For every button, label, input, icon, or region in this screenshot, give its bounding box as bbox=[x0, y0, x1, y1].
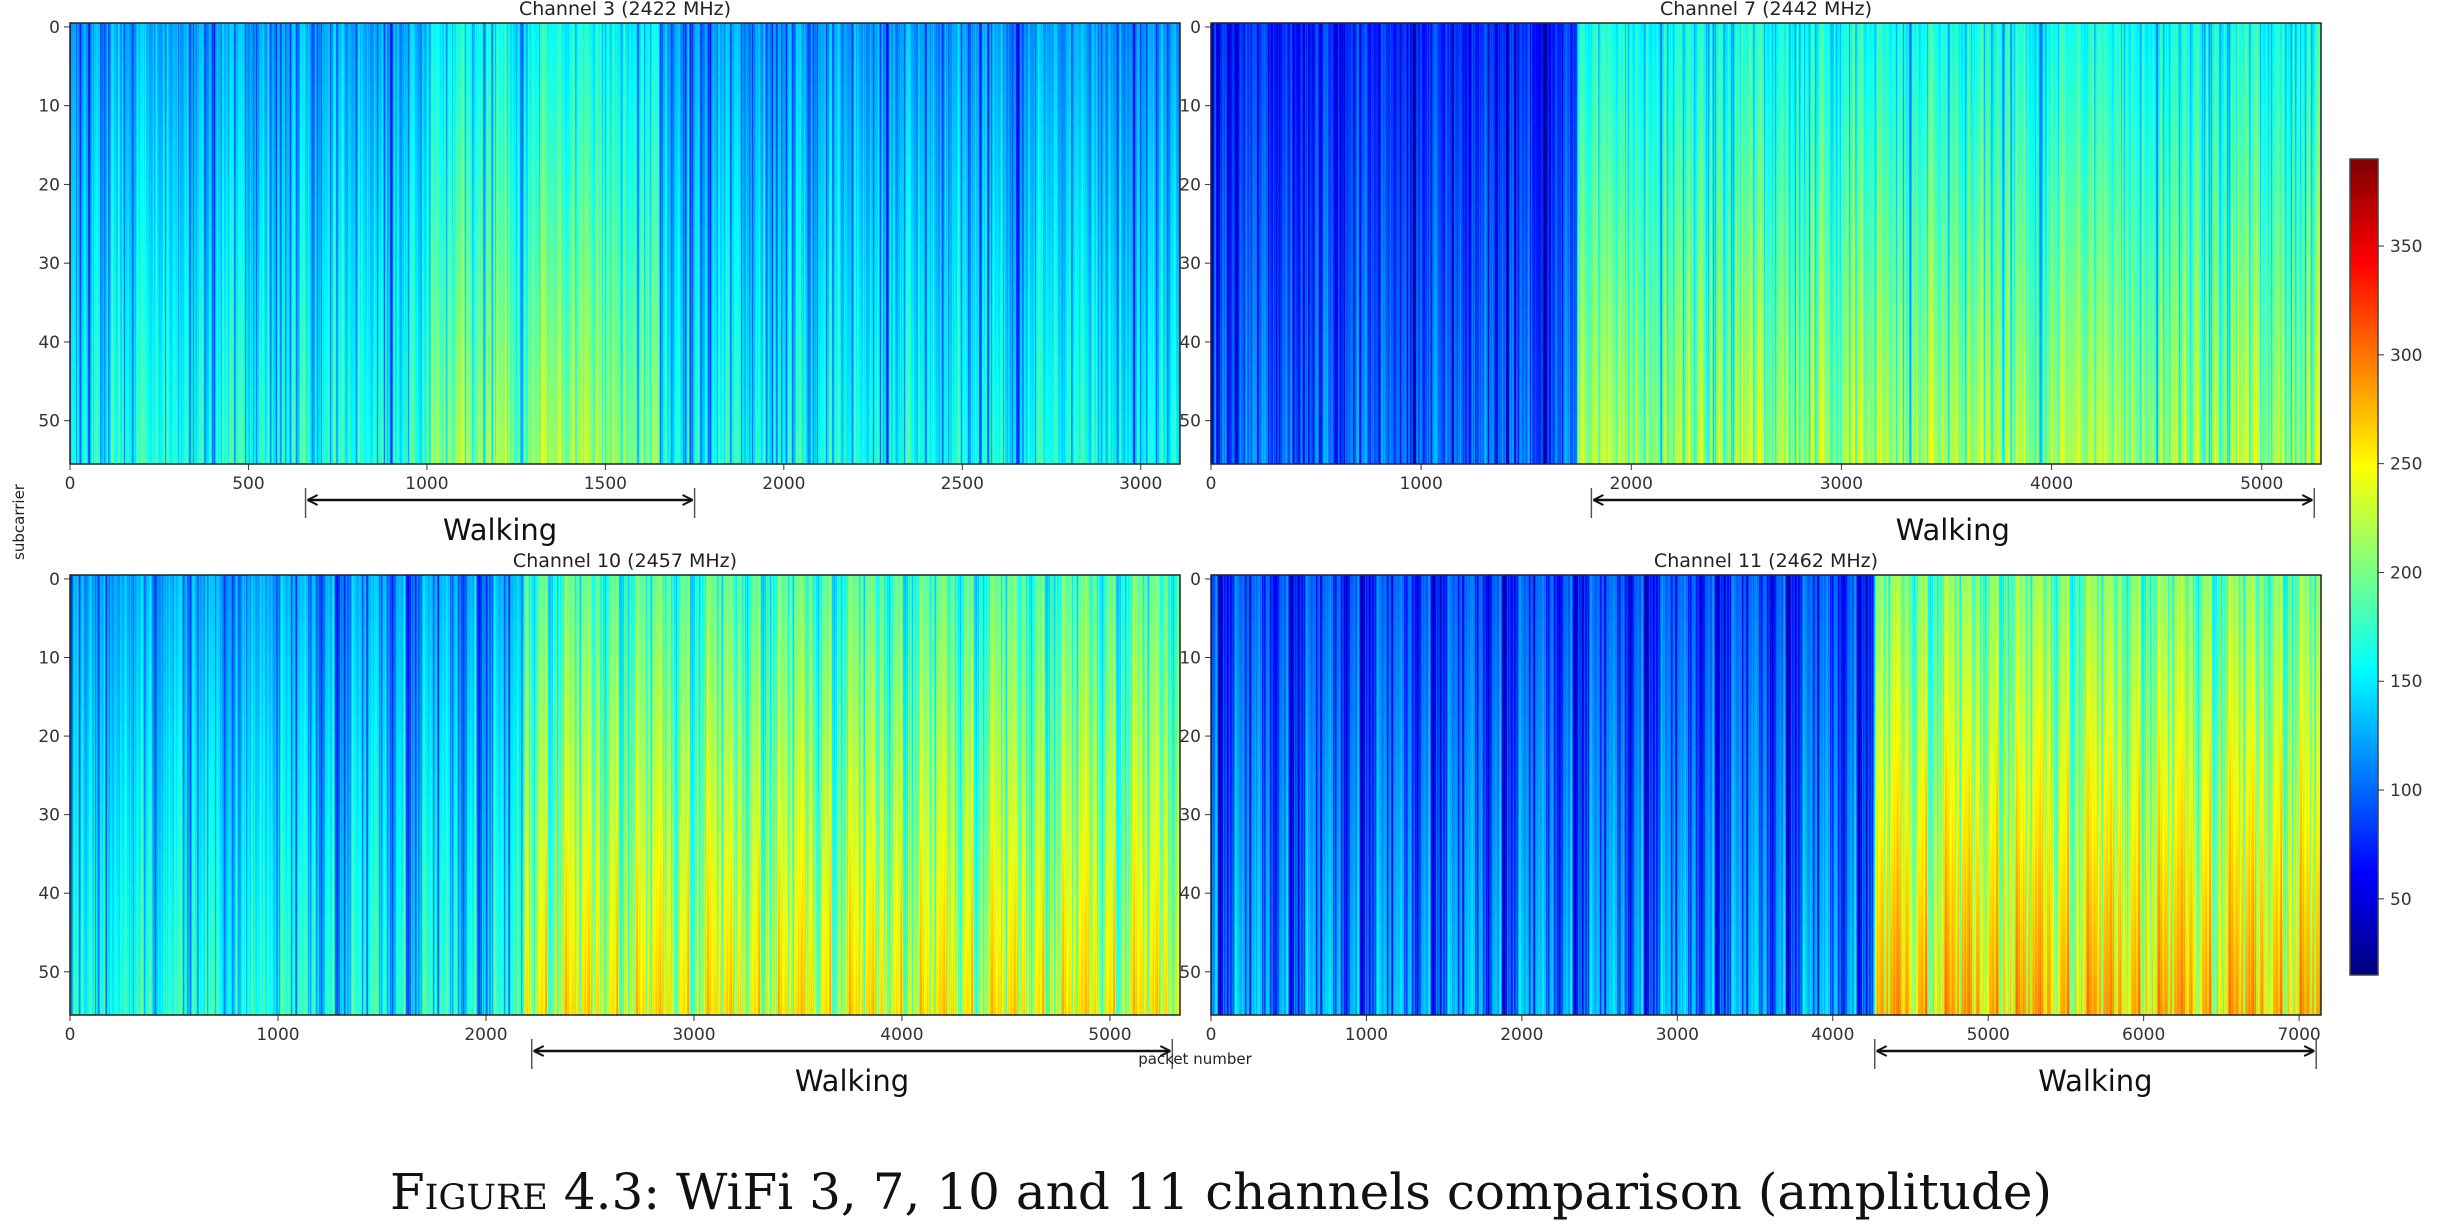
x-tick-label: 3000 bbox=[1119, 474, 1162, 494]
y-tick-label: 0 bbox=[1190, 18, 1201, 38]
heatmap-channel-7 bbox=[1211, 23, 2321, 464]
heatmap-channel-10 bbox=[70, 575, 1180, 1015]
walking-label: Walking bbox=[795, 1064, 909, 1098]
colorbar bbox=[2350, 159, 2378, 975]
y-tick-label: 30 bbox=[1179, 806, 1201, 826]
heatmap-channel-11 bbox=[1211, 575, 2321, 1015]
x-tick-label: 1000 bbox=[1400, 474, 1443, 494]
x-tick-label: 5000 bbox=[1967, 1025, 2010, 1045]
x-tick-label: 2500 bbox=[941, 474, 984, 494]
y-tick-label: 40 bbox=[1179, 333, 1201, 353]
x-tick-label: 5000 bbox=[2240, 474, 2283, 494]
colorbar-tick-label: 50 bbox=[2390, 890, 2412, 910]
plot-frame bbox=[1210, 22, 2322, 465]
x-tick-label: 0 bbox=[1206, 474, 1217, 494]
x-tick-label: 4000 bbox=[880, 1025, 923, 1045]
colorbar-tick-label: 200 bbox=[2390, 563, 2422, 583]
x-tick-label: 7000 bbox=[2277, 1025, 2320, 1045]
arrowhead-icon bbox=[1592, 494, 2313, 506]
x-tick-label: 0 bbox=[65, 474, 76, 494]
x-tick-label: 500 bbox=[232, 474, 264, 494]
walking-label: Walking bbox=[443, 513, 557, 547]
y-tick-label: 30 bbox=[38, 254, 60, 274]
x-tick-label: 2000 bbox=[1610, 474, 1653, 494]
y-tick-label: 30 bbox=[1179, 254, 1201, 274]
y-tick-label: 10 bbox=[1179, 649, 1201, 669]
y-tick-label: 20 bbox=[1179, 727, 1201, 747]
x-tick-label: 3000 bbox=[1656, 1025, 1699, 1045]
colorbar-tick-label: 100 bbox=[2390, 781, 2422, 801]
y-tick-label: 50 bbox=[38, 963, 60, 983]
arrowhead-icon bbox=[533, 1045, 1171, 1057]
panel-title: Channel 11 (2462 MHz) bbox=[1654, 550, 1878, 572]
colorbar-tick-label: 250 bbox=[2390, 455, 2422, 475]
y-tick-label: 20 bbox=[1179, 175, 1201, 195]
y-tick-label: 10 bbox=[38, 649, 60, 669]
y-tick-label: 0 bbox=[49, 18, 60, 38]
y-tick-label: 50 bbox=[1179, 963, 1201, 983]
figure-caption: Figure 4.3: WiFi 3, 7, 10 and 11 channel… bbox=[0, 1163, 2442, 1221]
walking-label: Walking bbox=[2038, 1064, 2152, 1098]
colorbar-frame bbox=[2349, 158, 2379, 976]
y-tick-label: 30 bbox=[38, 806, 60, 826]
x-tick-label: 1000 bbox=[256, 1025, 299, 1045]
x-tick-label: 6000 bbox=[2122, 1025, 2165, 1045]
y-tick-label: 20 bbox=[38, 727, 60, 747]
plot-frame bbox=[69, 22, 1181, 465]
arrowhead-icon bbox=[1876, 1045, 2315, 1057]
x-tick-label: 3000 bbox=[672, 1025, 715, 1045]
y-tick-label: 40 bbox=[38, 884, 60, 904]
y-tick-label: 50 bbox=[38, 412, 60, 432]
colorbar-tick-label: 350 bbox=[2390, 237, 2422, 257]
x-tick-label: 4000 bbox=[2030, 474, 2073, 494]
x-tick-label: 1000 bbox=[1345, 1025, 1388, 1045]
y-tick-label: 0 bbox=[1190, 570, 1201, 590]
x-tick-label: 2000 bbox=[1500, 1025, 1543, 1045]
y-tick-label: 50 bbox=[1179, 412, 1201, 432]
x-tick-label: 2000 bbox=[762, 474, 805, 494]
plot-frame bbox=[1210, 574, 2322, 1016]
x-tick-label: 0 bbox=[65, 1025, 76, 1045]
x-tick-label: 1000 bbox=[405, 474, 448, 494]
panel-title: Channel 7 (2442 MHz) bbox=[1660, 0, 1872, 20]
plot-frame bbox=[69, 574, 1181, 1016]
caption-label: Figure bbox=[389, 1163, 548, 1221]
caption-text: 4.3: WiFi 3, 7, 10 and 11 channels compa… bbox=[563, 1163, 2053, 1221]
x-tick-label: 1500 bbox=[584, 474, 627, 494]
y-tick-label: 0 bbox=[49, 570, 60, 590]
colorbar-tick-label: 150 bbox=[2390, 672, 2422, 692]
x-tick-label: 5000 bbox=[1088, 1025, 1131, 1045]
arrowhead-icon bbox=[307, 494, 694, 506]
panel-title: Channel 10 (2457 MHz) bbox=[513, 550, 737, 572]
y-tick-label: 40 bbox=[1179, 884, 1201, 904]
walking-label: Walking bbox=[1896, 513, 2010, 547]
x-tick-label: 3000 bbox=[1820, 474, 1863, 494]
x-tick-label: 0 bbox=[1206, 1025, 1217, 1045]
y-tick-label: 10 bbox=[1179, 97, 1201, 117]
panel-title: Channel 3 (2422 MHz) bbox=[519, 0, 731, 20]
x-tick-label: 2000 bbox=[464, 1025, 507, 1045]
heatmap-channel-3 bbox=[70, 23, 1180, 464]
y-tick-label: 40 bbox=[38, 333, 60, 353]
y-axis-label: subcarrier bbox=[10, 483, 28, 560]
y-tick-label: 10 bbox=[38, 97, 60, 117]
x-axis-label: packet number bbox=[1138, 1050, 1252, 1068]
colorbar-tick-label: 300 bbox=[2390, 346, 2422, 366]
x-tick-label: 4000 bbox=[1811, 1025, 1854, 1045]
y-tick-label: 20 bbox=[38, 175, 60, 195]
